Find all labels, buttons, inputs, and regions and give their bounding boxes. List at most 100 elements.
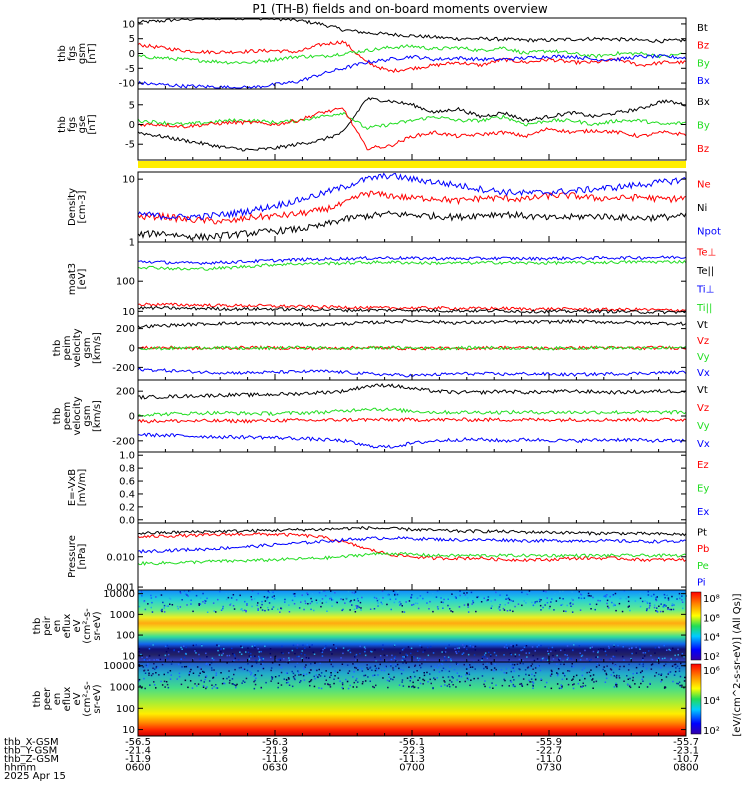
peer-speckle: [602, 668, 604, 671]
peir-speckle: [644, 600, 646, 602]
fgs_mag-series-By: [137, 111, 687, 130]
peer-speckle: [205, 675, 208, 677]
peir-speckle: [342, 598, 344, 601]
xaxis-value: -56.3: [262, 737, 288, 748]
peir-speckle: [306, 592, 308, 594]
peir-speckle: [634, 600, 637, 602]
peir-speckle: [442, 607, 444, 609]
peer-speckle: [501, 684, 504, 687]
peer-speckle: [486, 667, 488, 670]
peir-speckle: [251, 605, 253, 608]
peer-speckle: [292, 672, 295, 675]
y-tick-label: 0: [129, 49, 135, 60]
peer-speckle: [490, 669, 493, 671]
peir-speckle: [498, 606, 501, 608]
peir-speckle: [195, 644, 197, 646]
peir-speckle: [681, 652, 684, 655]
peer-speckle: [253, 680, 255, 683]
peir-speckle: [648, 607, 651, 609]
peir-speckle: [307, 593, 309, 596]
peir-speckle: [441, 651, 443, 653]
peir-speckle: [189, 590, 191, 593]
peir-speckle: [199, 603, 202, 605]
peir-speckle: [321, 602, 324, 604]
peer-speckle: [613, 675, 616, 677]
y-axis-label: thb: [52, 340, 63, 357]
peer-speckle: [618, 668, 621, 670]
peer-speckle: [549, 674, 552, 676]
peer-speckle: [160, 680, 162, 683]
peer-speckle: [528, 679, 530, 682]
peer-speckle: [683, 680, 686, 682]
peir-speckle: [560, 649, 562, 652]
peer-speckle: [661, 679, 663, 681]
fgs_mag-series-Bz: [137, 107, 687, 151]
peir-speckle: [194, 650, 196, 652]
peer-speckle: [189, 670, 191, 673]
peer-speckle: [185, 665, 188, 668]
peir-speckle: [410, 647, 413, 649]
peir-speckle: [670, 658, 672, 660]
peer-speckle: [642, 663, 644, 665]
peer-speckle: [519, 668, 521, 671]
peer-speckle: [470, 679, 472, 681]
peir-speckle: [546, 602, 549, 604]
legend-Vy: Vy: [697, 352, 710, 363]
peer-speckle: [522, 678, 525, 680]
peer-speckle: [250, 673, 252, 676]
peir-speckle: [674, 654, 676, 657]
peer-speckle: [505, 668, 508, 670]
peir-speckle: [449, 608, 451, 610]
peir-speckle: [310, 608, 312, 611]
peer-speckle: [572, 678, 574, 680]
peir-speckle: [235, 599, 238, 601]
peir-speckle: [506, 647, 508, 649]
peer-speckle: [270, 669, 272, 672]
peir-speckle: [615, 650, 618, 652]
peir-speckle: [658, 657, 660, 659]
peer-speckle: [212, 676, 215, 679]
peir-speckle: [655, 598, 657, 601]
peer-speckle: [628, 685, 631, 688]
peir-speckle: [594, 608, 596, 611]
peir-speckle: [397, 591, 399, 593]
peer-speckle: [271, 676, 274, 679]
peer-speckle: [314, 678, 316, 680]
peir-speckle: [583, 597, 586, 599]
peir-speckle: [369, 608, 372, 610]
peer-speckle: [213, 669, 215, 671]
peer-speckle: [683, 686, 685, 689]
peir-speckle: [233, 653, 236, 656]
peer-speckle: [412, 685, 414, 687]
peer-speckle: [196, 685, 198, 687]
peer-speckle: [539, 669, 542, 672]
peer-speckle: [310, 679, 313, 681]
peir-speckle: [525, 645, 528, 647]
peer-speckle: [319, 662, 321, 664]
peir-speckle: [442, 601, 444, 604]
peer-speckle: [484, 666, 487, 668]
peir-speckle: [254, 655, 256, 657]
peir-speckle: [455, 651, 457, 653]
peir-speckle: [671, 595, 673, 598]
peir-speckle: [606, 599, 609, 602]
peer-speckle: [583, 667, 585, 669]
peir-speckle: [390, 658, 393, 661]
peer-speckle: [421, 663, 423, 665]
peir-speckle: [212, 602, 215, 604]
peir-speckle: [508, 659, 510, 661]
peir-speckle: [351, 604, 353, 606]
yellow-status-bar: [138, 161, 686, 168]
peir-speckle: [233, 608, 236, 610]
peir-speckle: [185, 653, 187, 655]
peir-speckle: [571, 611, 574, 613]
peir-speckle: [532, 654, 534, 657]
peer-speckle: [655, 672, 658, 674]
peer-speckle: [466, 677, 469, 680]
peir-speckle: [420, 593, 422, 595]
peir-speckle: [308, 646, 311, 648]
peir-speckle: [383, 654, 386, 656]
peir-speckle: [579, 659, 582, 661]
peer-speckle: [430, 682, 432, 685]
peir-speckle: [472, 600, 474, 602]
